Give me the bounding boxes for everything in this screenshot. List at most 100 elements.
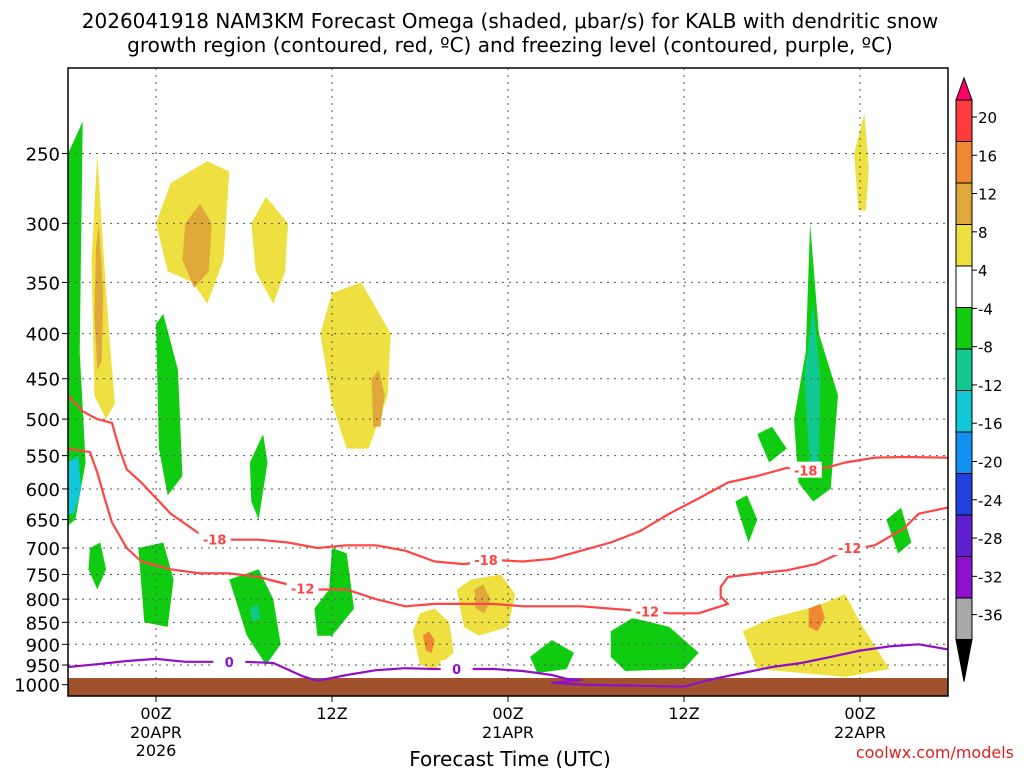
y-tick-label-650: 650 (26, 511, 60, 532)
colorbar-label-4: 4 (978, 262, 988, 280)
contour-label-5: -12 (838, 542, 862, 557)
colorbar-label-6: -8 (978, 339, 993, 357)
plot-frame (67, 67, 949, 697)
contour-label-bg-7 (440, 660, 473, 677)
x-axis-label: Forecast Time (UTC) (409, 747, 611, 768)
omega-shade-region-28 (88, 542, 107, 590)
y-tick-label-850: 850 (26, 613, 60, 634)
contour-label-bg-5 (833, 539, 866, 556)
colorbar-swatch-9 (955, 431, 973, 474)
contour-label-0: -18 (203, 534, 227, 549)
contour-line-0 (67, 394, 949, 566)
omega-shade-region-22 (249, 603, 261, 623)
colorbar-swatch-10 (955, 473, 973, 516)
axes-layer: 2503003504004505005506006507007508008509… (14, 144, 886, 760)
colorbar-swatch-7 (955, 348, 973, 391)
colorbar-bottom-arrow (955, 639, 973, 682)
watermark: coolwx.com/models (856, 743, 1014, 762)
omega-shading-layer (68, 113, 912, 677)
colorbar-swatch-2 (955, 141, 973, 184)
contour-label-2: -18 (794, 465, 818, 480)
colorbar-label-5: -4 (978, 300, 993, 318)
omega-shade-region-18 (735, 495, 758, 543)
contour-line-1 (67, 447, 949, 615)
contour-layer: -18 -18 -18 -12 -12 -12 0 0 (67, 394, 949, 688)
colorbar-swatch-1 (955, 99, 973, 142)
omega-shade-region-24 (530, 640, 574, 673)
omega-shade-region-9 (422, 631, 435, 653)
omega-shade-region-27 (249, 434, 268, 520)
chart-title-line2: growth region (contoured, red, ºC) and f… (127, 33, 893, 57)
omega-shade-region-26 (156, 313, 183, 496)
omega-shade-region-29 (68, 455, 82, 514)
y-tick-label-250: 250 (26, 144, 60, 165)
omega-shade-region-17 (757, 426, 787, 463)
contour-label-4: -12 (636, 605, 660, 620)
colorbar-swatch-5 (955, 265, 973, 308)
x-tick-date-24: 21APR (482, 723, 534, 742)
omega-shade-region-7 (371, 370, 385, 427)
colorbar-swatch-6 (955, 307, 973, 350)
y-tick-label-950: 950 (26, 656, 60, 677)
surface-ground-band (68, 678, 948, 696)
chart-title-line1: 2026041918 NAM3KM Forecast Omega (shaded… (82, 9, 938, 33)
colorbar-label-12: -32 (978, 568, 1003, 586)
y-tick-label-400: 400 (26, 325, 60, 346)
y-tick-label-300: 300 (26, 214, 60, 235)
y-tick-label-900: 900 (26, 635, 60, 656)
contour-label-bg-4 (631, 602, 664, 619)
y-tick-label-500: 500 (26, 410, 60, 431)
colorbar: 20 16 12 8 4 -4 -8 -12 -16 -20 -24 -28 -32 -36 (955, 76, 1003, 682)
colorbar-label-2: 12 (978, 186, 997, 204)
omega-shade-region-16 (804, 303, 821, 470)
contour-label-bg-3 (286, 579, 319, 596)
colorbar-label-0: 20 (978, 109, 997, 127)
colorbar-label-10: -24 (978, 492, 1003, 510)
colorbar-label-9: -20 (978, 454, 1003, 472)
contour-label-1: -18 (474, 554, 498, 569)
colorbar-swatch-13 (955, 597, 973, 640)
colorbar-label-1: 16 (978, 147, 997, 165)
contour-label-7: 0 (452, 663, 461, 678)
y-tick-label-800: 800 (26, 590, 60, 611)
contour-label-bg-0 (198, 530, 231, 547)
contour-label-bg-1 (470, 550, 502, 567)
colorbar-label-11: -28 (978, 530, 1003, 548)
x-tick-label-36: 12Z (668, 704, 699, 723)
omega-shade-region-0 (68, 121, 86, 526)
omega-shade-region-12 (742, 594, 890, 677)
omega-shade-region-4 (182, 203, 212, 288)
x-tick-label-48: 00Z (844, 704, 875, 723)
colorbar-label-7: -12 (978, 377, 1003, 395)
y-tick-label-750: 750 (26, 565, 60, 586)
y-tick-label-350: 350 (26, 273, 60, 294)
x-tick-label-12: 12Z (316, 704, 347, 723)
y-tick-label-700: 700 (26, 539, 60, 560)
x-tick-date-48: 22APR (834, 723, 886, 742)
omega-shade-region-23 (314, 548, 354, 636)
x-tick-date-0: 20APR (130, 723, 182, 742)
x-tick-label-24: 00Z (492, 704, 523, 723)
colorbar-label-8: -16 (978, 415, 1003, 433)
colorbar-top-arrow (955, 76, 973, 101)
y-tick-label-550: 550 (26, 447, 60, 468)
y-tick-label-450: 450 (26, 370, 60, 391)
omega-shade-region-14 (854, 113, 869, 211)
contour-label-bg-6 (213, 652, 246, 669)
colorbar-swatch-11 (955, 514, 973, 557)
omega-shade-region-13 (808, 603, 825, 632)
colorbar-swatch-3 (955, 182, 973, 225)
colorbar-swatch-8 (955, 390, 973, 433)
colorbar-label-13: -36 (978, 607, 1003, 625)
y-tick-label-600: 600 (26, 480, 60, 501)
contour-label-6: 0 (225, 656, 234, 671)
contour-label-3: -12 (291, 582, 315, 597)
omega-shade-region-25 (610, 617, 699, 671)
colorbar-swatch-12 (955, 556, 973, 599)
x-tick-year-0: 2026 (136, 741, 177, 760)
y-tick-label-1000: 1000 (14, 676, 60, 697)
colorbar-label-3: 8 (978, 224, 988, 242)
colorbar-swatch-4 (955, 224, 973, 267)
